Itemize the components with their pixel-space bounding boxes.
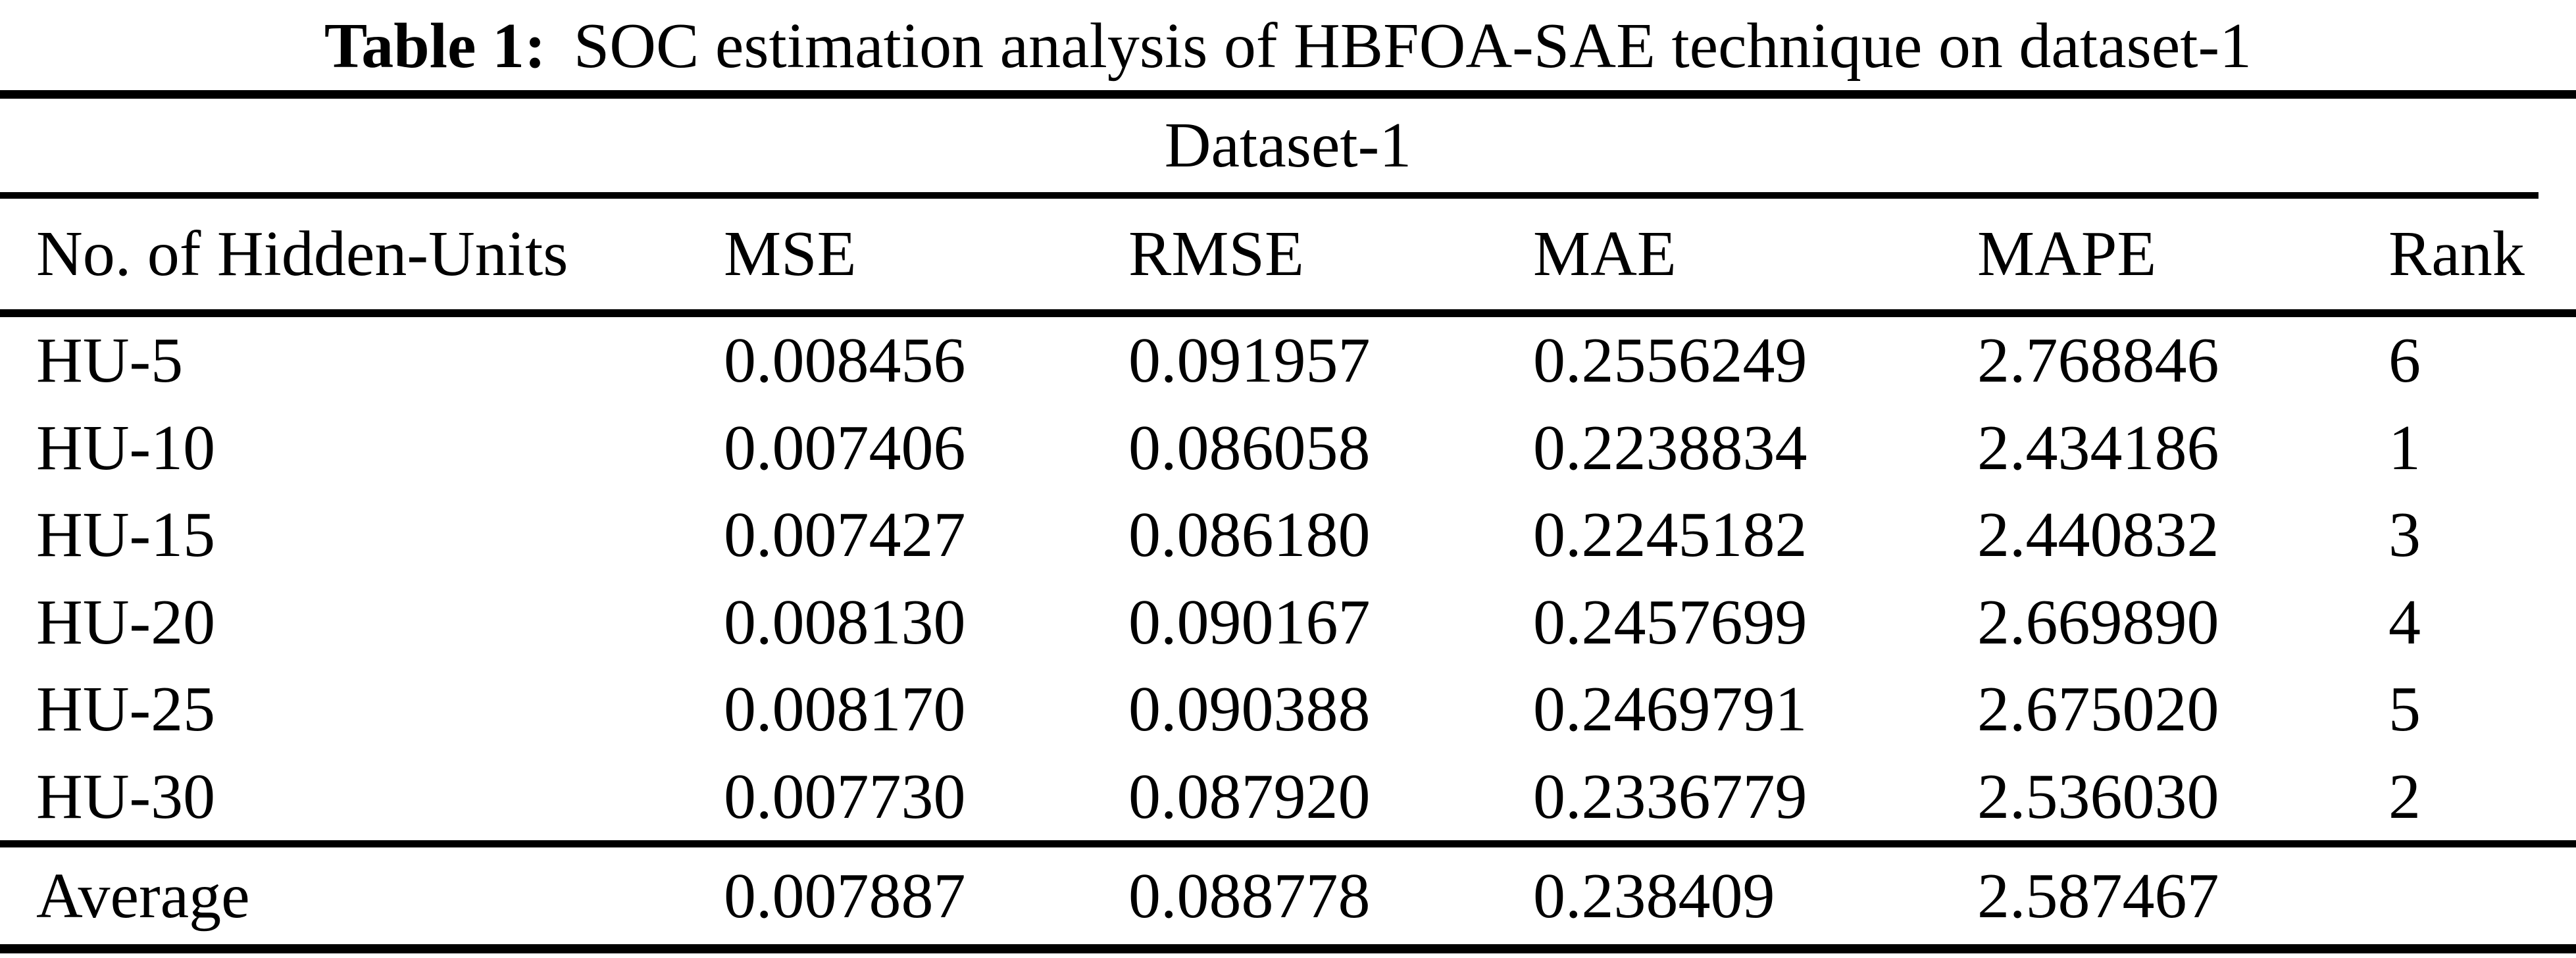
table-caption: Table 1: SOC estimation analysis of HBFO… (0, 0, 2576, 92)
table-row: HU-10 0.007406 0.086058 0.2238834 2.4341… (0, 405, 2576, 492)
table-row: HU-20 0.008130 0.090167 0.2457699 2.6698… (0, 579, 2576, 667)
mape-value: 2.434186 (1977, 412, 2219, 484)
table-row: HU-5 0.008456 0.091957 0.2556249 2.76884… (0, 317, 2576, 405)
header-rule (0, 309, 2576, 317)
table-row: HU-30 0.007730 0.087920 0.2336779 2.5360… (0, 753, 2576, 841)
mse-value: 0.008170 (724, 674, 966, 745)
table-caption-label: Table 1: (324, 11, 546, 82)
mae-value: 0.2469791 (1533, 674, 1807, 745)
rmse-value: 0.086180 (1128, 499, 1371, 571)
column-header-mape: MAPE (1977, 218, 2157, 290)
mape-value: 2.440832 (1977, 499, 2219, 571)
mse-value: 0.007427 (724, 499, 966, 571)
column-header-rmse: RMSE (1128, 218, 1304, 290)
rank-value: 4 (2388, 586, 2421, 658)
rank-value: 2 (2388, 761, 2421, 832)
table-row: HU-15 0.007427 0.086180 0.2245182 2.4408… (0, 492, 2576, 579)
mae-value: 0.2457699 (1533, 586, 1807, 658)
table-top-rule (0, 90, 2576, 99)
mse-value: 0.007887 (724, 860, 966, 932)
mse-value: 0.007406 (724, 412, 966, 484)
table-header-row: No. of Hidden-Units MSE RMSE MAE MAPE Ra… (0, 199, 2576, 309)
table-caption-text: SOC estimation analysis of HBFOA-SAE tec… (573, 11, 2252, 82)
rank-value: 1 (2388, 412, 2421, 484)
rmse-value: 0.090388 (1128, 674, 1371, 745)
column-header-mae: MAE (1533, 218, 1677, 290)
rank-value: 6 (2388, 325, 2421, 397)
rmse-value: 0.088778 (1128, 860, 1371, 932)
mape-value: 2.669890 (1977, 586, 2219, 658)
group-header-rule (0, 192, 2538, 199)
table-body: HU-5 0.008456 0.091957 0.2556249 2.76884… (0, 317, 2576, 840)
mae-value: 0.2238834 (1533, 412, 1807, 484)
column-header-mse: MSE (724, 218, 857, 290)
table-row: HU-25 0.008170 0.090388 0.2469791 2.6750… (0, 666, 2576, 753)
rmse-value: 0.087920 (1128, 761, 1371, 832)
mse-value: 0.008130 (724, 586, 966, 658)
mape-value: 2.768846 (1977, 325, 2219, 397)
row-label: HU-20 (36, 586, 216, 658)
rmse-value: 0.086058 (1128, 412, 1371, 484)
mse-value: 0.008456 (724, 325, 966, 397)
rank-value: 3 (2388, 499, 2421, 571)
column-header-hidden-units: No. of Hidden-Units (36, 218, 568, 290)
dataset-group-header: Dataset-1 (1164, 110, 1412, 181)
row-label: HU-5 (36, 325, 184, 397)
rmse-value: 0.091957 (1128, 325, 1371, 397)
mape-value: 2.587467 (1977, 860, 2219, 932)
mae-value: 0.238409 (1533, 860, 1775, 932)
column-header-rank: Rank (2388, 218, 2525, 290)
row-label: HU-10 (36, 412, 216, 484)
table-footer-row: Average 0.007887 0.088778 0.238409 2.587… (0, 847, 2576, 944)
mae-value: 0.2245182 (1533, 499, 1807, 571)
mse-value: 0.007730 (724, 761, 966, 832)
row-label: HU-25 (36, 674, 216, 745)
mape-value: 2.675020 (1977, 674, 2219, 745)
row-label: HU-30 (36, 761, 216, 832)
row-label: Average (36, 860, 250, 932)
rank-value: 5 (2388, 674, 2421, 745)
rmse-value: 0.090167 (1128, 586, 1371, 658)
footer-rule (0, 840, 2576, 847)
mae-value: 0.2556249 (1533, 325, 1807, 397)
mape-value: 2.536030 (1977, 761, 2219, 832)
mae-value: 0.2336779 (1533, 761, 1807, 832)
table-bottom-rule (0, 944, 2576, 953)
row-label: HU-15 (36, 499, 216, 571)
